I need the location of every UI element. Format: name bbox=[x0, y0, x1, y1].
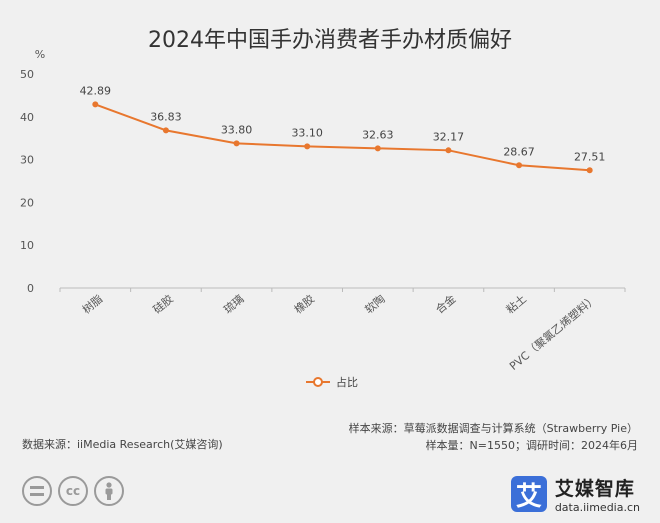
y-axis-label: % bbox=[35, 48, 45, 61]
x-tick-label: 橡胶 bbox=[291, 292, 317, 317]
x-tick-label: 树脂 bbox=[79, 292, 105, 317]
y-tick-label: 30 bbox=[20, 154, 34, 167]
x-tick-label: 合金 bbox=[433, 292, 459, 317]
x-tick-label: 硅胶 bbox=[150, 292, 176, 317]
x-tick-label: 琉璃 bbox=[221, 292, 247, 317]
data-point bbox=[586, 167, 593, 174]
data-label: 36.83 bbox=[150, 110, 182, 123]
y-tick-label: 40 bbox=[20, 111, 34, 124]
brand-logo-icon: 艾 bbox=[510, 476, 547, 512]
brand-url: data.iimedia.cn bbox=[554, 501, 640, 514]
y-tick-label: 20 bbox=[20, 196, 34, 209]
y-tick-label: 0 bbox=[27, 282, 34, 295]
data-label: 32.17 bbox=[433, 130, 465, 143]
data-label: 42.89 bbox=[80, 84, 112, 97]
brand-name: 艾媒智库 bbox=[554, 478, 635, 500]
data-point bbox=[233, 140, 240, 147]
series-line bbox=[94, 103, 590, 172]
data-label: 28.67 bbox=[503, 145, 535, 158]
license-icons: cc bbox=[22, 476, 124, 506]
cc-icon: cc bbox=[58, 476, 88, 506]
legend-marker bbox=[313, 377, 323, 387]
data-label: 27.51 bbox=[574, 150, 606, 163]
y-tick-label: 50 bbox=[20, 68, 34, 81]
data-point bbox=[304, 143, 311, 150]
x-tick-label: 软陶 bbox=[362, 292, 388, 317]
sample-source: 样本来源：草莓派数据调查与计算系统（Strawberry Pie） bbox=[348, 422, 638, 435]
data-point bbox=[162, 127, 169, 134]
x-tick-label: 粘土 bbox=[503, 292, 529, 317]
person-icon bbox=[94, 476, 124, 506]
y-tick-label: 10 bbox=[20, 239, 34, 252]
data-label: 33.10 bbox=[291, 126, 323, 139]
data-point bbox=[92, 101, 99, 108]
equals-icon bbox=[22, 476, 52, 506]
data-source: 数据来源：iiMedia Research(艾媒咨询) bbox=[22, 438, 223, 451]
sample-size: 样本量：N=1550；调研时间：2024年6月 bbox=[425, 439, 638, 452]
data-point bbox=[445, 147, 452, 154]
legend-label: 占比 bbox=[336, 375, 358, 389]
data-point bbox=[374, 145, 381, 152]
chart-title: 2024年中国手办消费者手办材质偏好 bbox=[148, 28, 512, 53]
sample-info-block: 样本来源：草莓派数据调查与计算系统（Strawberry Pie） 样本量：N=… bbox=[349, 420, 638, 454]
data-point bbox=[516, 162, 523, 169]
data-label: 33.80 bbox=[221, 123, 253, 136]
data-label: 32.63 bbox=[362, 128, 394, 141]
brand: 艾 艾媒智库 data.iimedia.cn bbox=[510, 474, 640, 514]
